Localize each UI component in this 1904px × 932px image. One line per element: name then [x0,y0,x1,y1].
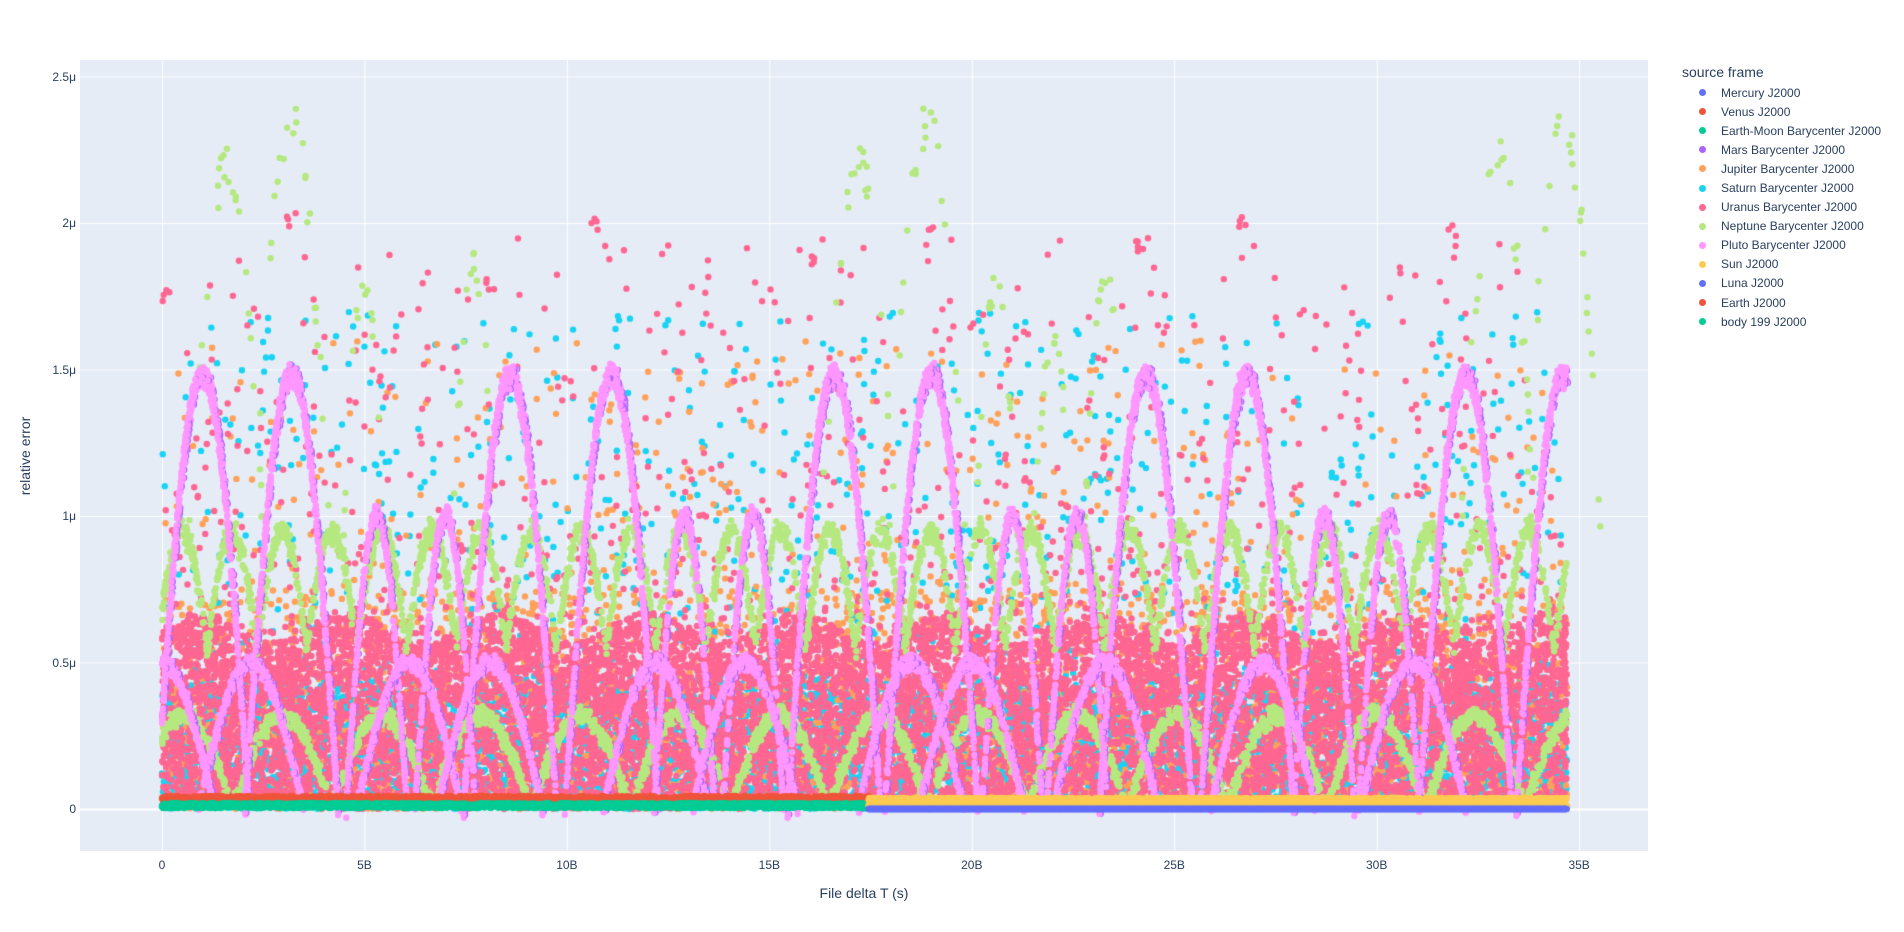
legend-item[interactable]: Mars Barycenter J2000 [1682,140,1881,159]
legend-item[interactable]: Pluto Barycenter J2000 [1682,236,1881,255]
x-tick-label: 35B [1568,858,1590,872]
legend-marker-icon [1699,146,1706,154]
x-axis-title: File delta T (s) [819,885,909,901]
legend-marker-icon [1699,260,1706,268]
legend-marker-icon [1699,165,1706,173]
legend-item[interactable]: Luna J2000 [1682,274,1881,293]
legend-title: source frame [1682,64,1764,80]
legend-label: Sun J2000 [1721,257,1779,272]
legend-item[interactable]: Neptune Barycenter J2000 [1682,217,1881,236]
legend-item[interactable]: Mercury J2000 [1682,83,1881,102]
y-tick-label: 2.5μ [52,69,76,84]
legend-label: Saturn Barycenter J2000 [1721,181,1854,196]
x-tick-label: 0 [158,858,166,872]
legend-marker-icon [1699,222,1706,230]
legend-marker-icon [1699,184,1706,192]
legend-marker-icon [1699,241,1706,249]
legend-item[interactable]: Uranus Barycenter J2000 [1682,198,1881,217]
legend-label: Mars Barycenter J2000 [1721,142,1846,157]
legend-item[interactable]: Sun J2000 [1682,255,1881,274]
legend-marker-icon [1699,318,1706,326]
legend-item[interactable]: Jupiter Barycenter J2000 [1682,159,1881,178]
x-tick-label: 15B [758,858,781,872]
legend-label: Venus J2000 [1721,104,1791,119]
legend-item[interactable]: Earth-Moon Barycenter J2000 [1682,121,1881,140]
legend-label: Luna J2000 [1721,276,1784,291]
legend-items: Mercury J2000 Venus J2000 Earth-Moon Baryc… [1682,83,1881,331]
x-tick-label: 10B [556,858,578,872]
scatter-plot-canvas[interactable] [80,60,1648,851]
legend-label: Jupiter Barycenter J2000 [1721,161,1855,176]
legend: source frame Mercury J2000 Venus J2000 Ear… [1682,64,1881,331]
legend-marker-icon [1699,203,1706,211]
legend-label: Neptune Barycenter J2000 [1721,219,1864,234]
legend-marker-icon [1699,279,1706,287]
legend-label: Mercury J2000 [1721,85,1801,100]
legend-label: Earth J2000 [1721,295,1786,310]
legend-marker-icon [1699,89,1706,97]
y-axis-title: relative error [17,416,33,496]
legend-label: Uranus Barycenter J2000 [1721,200,1858,215]
x-tick-label: 25B [1163,858,1185,872]
y-tick-label: 2μ [62,216,76,230]
y-tick-label: 0 [69,802,76,816]
legend-marker-icon [1699,108,1706,116]
legend-item[interactable]: Venus J2000 [1682,102,1881,121]
y-tick-label: 1.5μ [52,362,76,377]
legend-label: body 199 J2000 [1721,314,1807,329]
x-tick-label: 20B [961,858,983,872]
legend-label: Pluto Barycenter J2000 [1721,238,1846,253]
x-tick-label: 5B [357,858,372,872]
legend-item[interactable]: Earth J2000 [1682,293,1881,312]
legend-label: Earth-Moon Barycenter J2000 [1721,123,1882,138]
legend-item[interactable]: body 199 J2000 [1682,312,1881,331]
y-tick-label: 1μ [62,509,76,523]
legend-marker-icon [1699,299,1706,307]
legend-marker-icon [1699,127,1706,135]
y-tick-label: 0.5μ [52,655,76,670]
x-tick-label: 30B [1366,858,1388,872]
legend-item[interactable]: Saturn Barycenter J2000 [1682,178,1881,197]
